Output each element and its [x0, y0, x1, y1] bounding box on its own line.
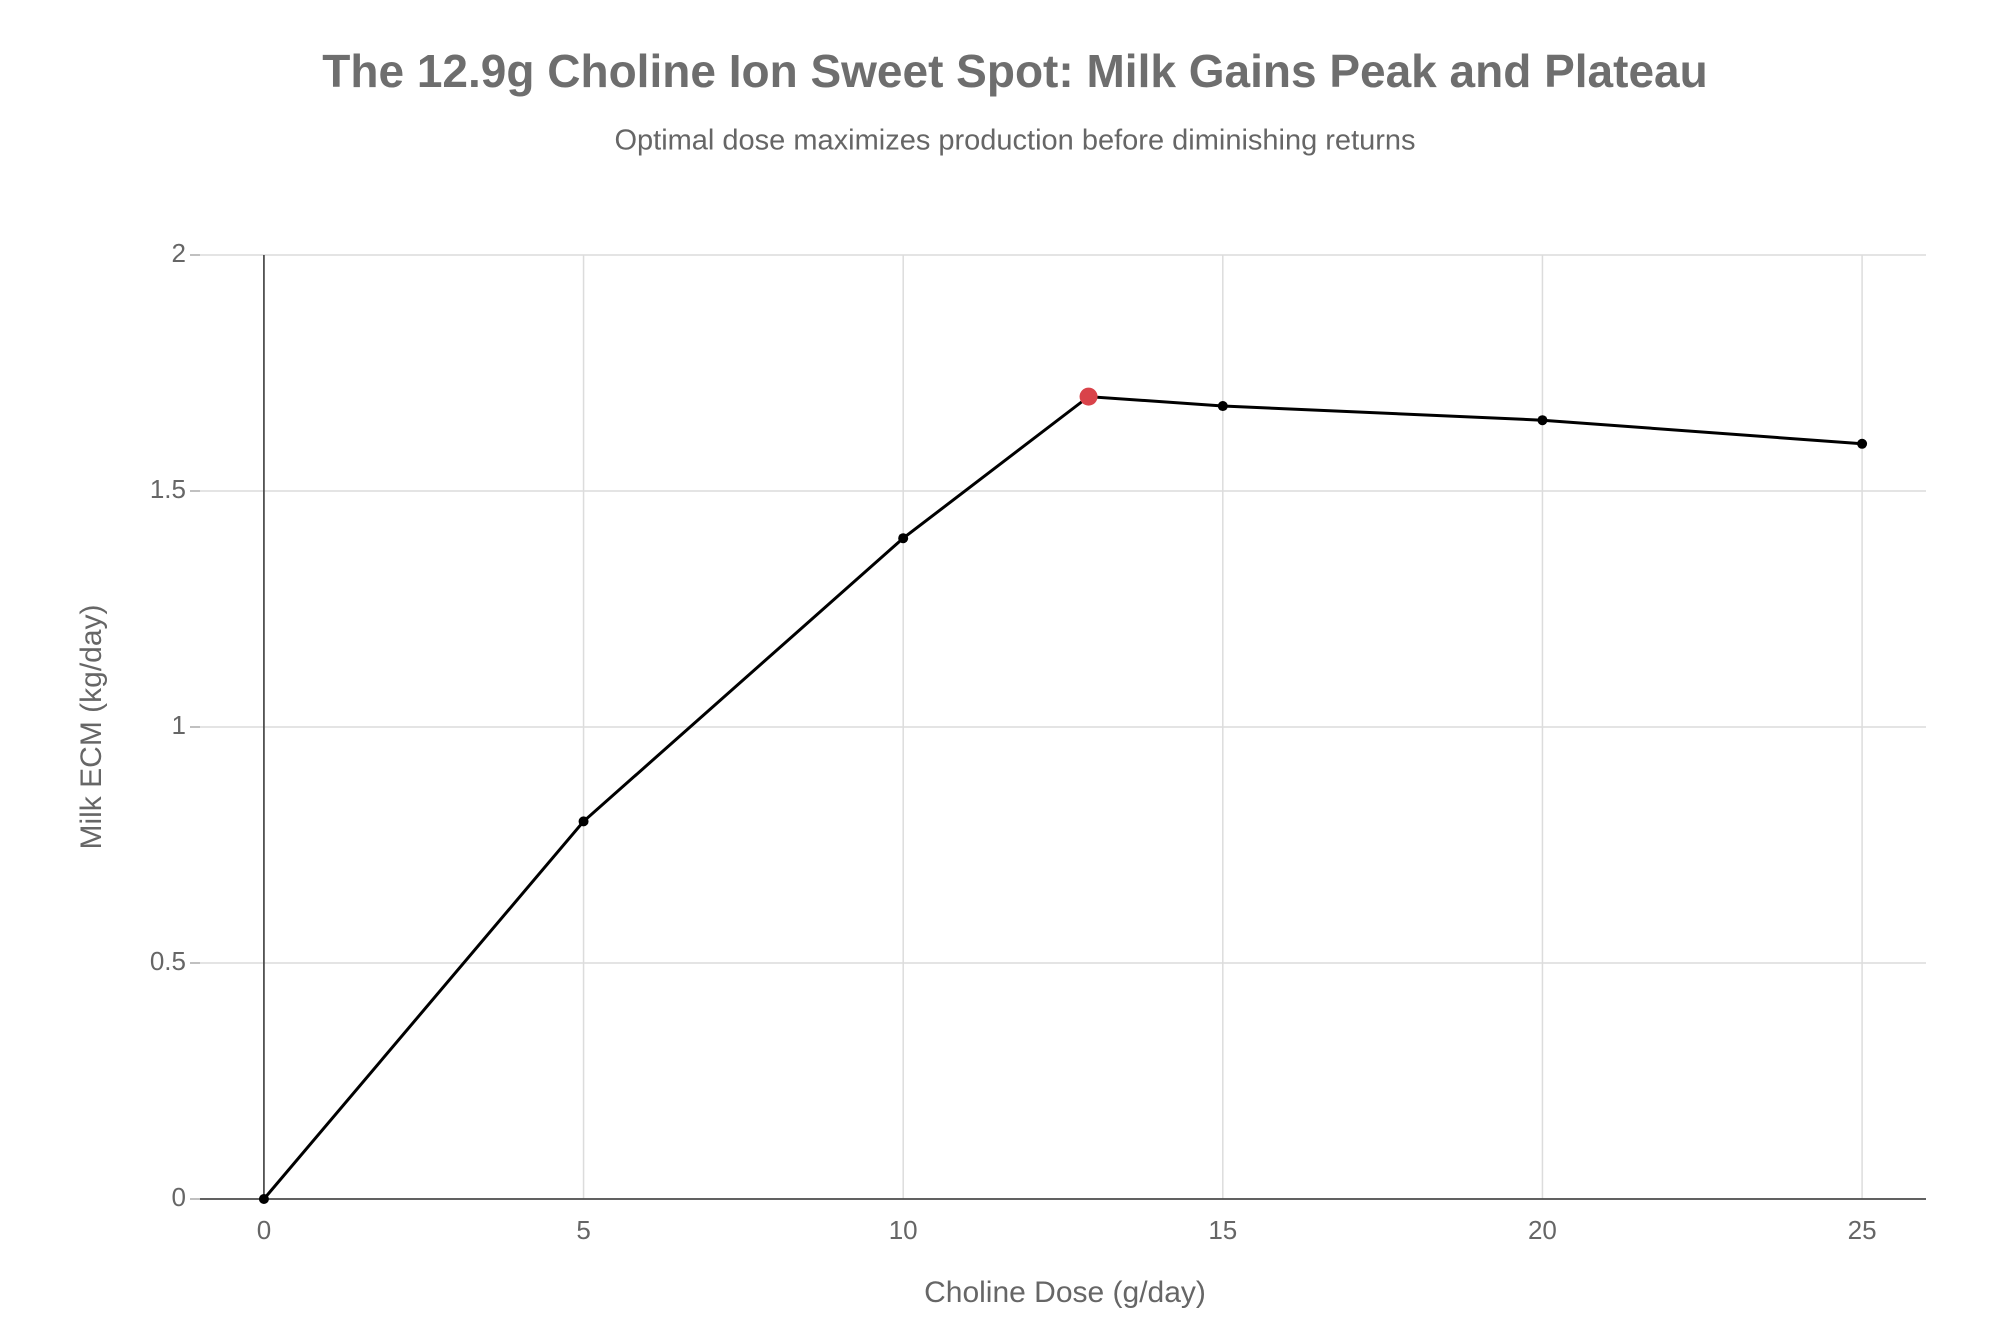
chart-subtitle: Optimal dose maximizes production before…: [614, 125, 1415, 157]
y-tick-label: 1.5: [150, 474, 186, 504]
data-point: [1217, 401, 1228, 412]
x-tick-label: 5: [576, 1215, 590, 1245]
x-axis-title: Choline Dose (g/day): [924, 1276, 1206, 1309]
x-tick-label: 10: [889, 1215, 918, 1245]
y-tick-label: 1: [172, 710, 186, 740]
x-tick-label: 0: [257, 1215, 271, 1245]
x-tick-label: 15: [1208, 1215, 1237, 1245]
x-tick-label: 20: [1528, 1215, 1557, 1245]
data-line: [262, 395, 1863, 1200]
y-axis-title: Milk ECM (kg/day): [75, 604, 108, 849]
data-point: [578, 816, 589, 827]
y-tick-label: 0: [172, 1182, 186, 1212]
data-point: [1537, 415, 1548, 426]
y-tick-label: 2: [172, 238, 186, 268]
data-point: [1857, 438, 1868, 449]
data-point: [258, 1194, 269, 1204]
highlight-point: [1079, 387, 1098, 406]
data-point: [898, 533, 909, 544]
x-tick-label: 25: [1848, 1215, 1877, 1245]
y-tick-label: 0.5: [150, 946, 186, 976]
chart-title: The 12.9g Choline Ion Sweet Spot: Milk G…: [322, 45, 1707, 97]
